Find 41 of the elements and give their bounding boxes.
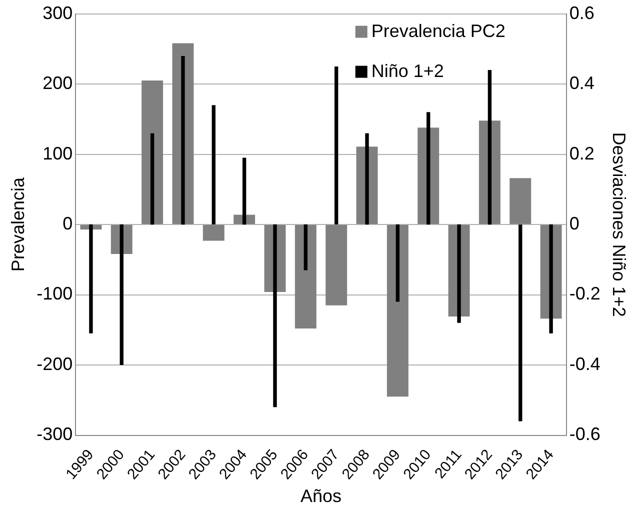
bar — [426, 112, 430, 225]
bar — [386, 225, 408, 397]
bar — [457, 224, 461, 323]
legend-label: Niño 1+2 — [371, 60, 444, 81]
bar — [142, 80, 164, 224]
y-tick-label: 300 — [42, 2, 73, 23]
y2-tick-label: 0.2 — [569, 143, 594, 164]
bar — [396, 224, 400, 302]
x-axis-title: Años — [300, 486, 342, 506]
bar — [510, 178, 532, 224]
bar — [326, 225, 348, 306]
bar — [365, 133, 369, 225]
y-tick-label: 100 — [42, 143, 73, 164]
bar — [120, 224, 124, 366]
y2-axis-title: Desviaciones Niño 1+2 — [609, 132, 630, 317]
y-tick-label: -200 — [36, 354, 73, 374]
y2-tick-label: 0 — [569, 214, 580, 234]
bar — [212, 105, 216, 225]
bar — [334, 66, 338, 225]
bar — [294, 225, 316, 328]
y-tick-label: 200 — [42, 73, 73, 94]
y2-tick-label: -0.4 — [569, 354, 600, 374]
bar — [518, 224, 522, 422]
y-tick-label: -300 — [36, 424, 73, 444]
y-tick-label: 0 — [62, 214, 73, 234]
bar — [242, 158, 246, 225]
y-tick-label: -100 — [36, 284, 73, 304]
y2-tick-label: 0.4 — [569, 73, 594, 94]
y-axis-title: Prevalencia — [8, 176, 28, 272]
y2-tick-label: -0.6 — [569, 424, 600, 444]
bar — [488, 70, 492, 225]
bar — [273, 224, 277, 408]
bar — [304, 224, 308, 270]
bar — [549, 224, 553, 334]
bar — [150, 133, 154, 225]
bar — [202, 225, 224, 241]
y2-tick-label: -0.2 — [569, 284, 600, 304]
bar — [181, 56, 185, 225]
y2-tick-label: 0.6 — [569, 2, 594, 23]
legend-label: Prevalencia PC2 — [371, 20, 506, 41]
bar — [89, 224, 93, 334]
